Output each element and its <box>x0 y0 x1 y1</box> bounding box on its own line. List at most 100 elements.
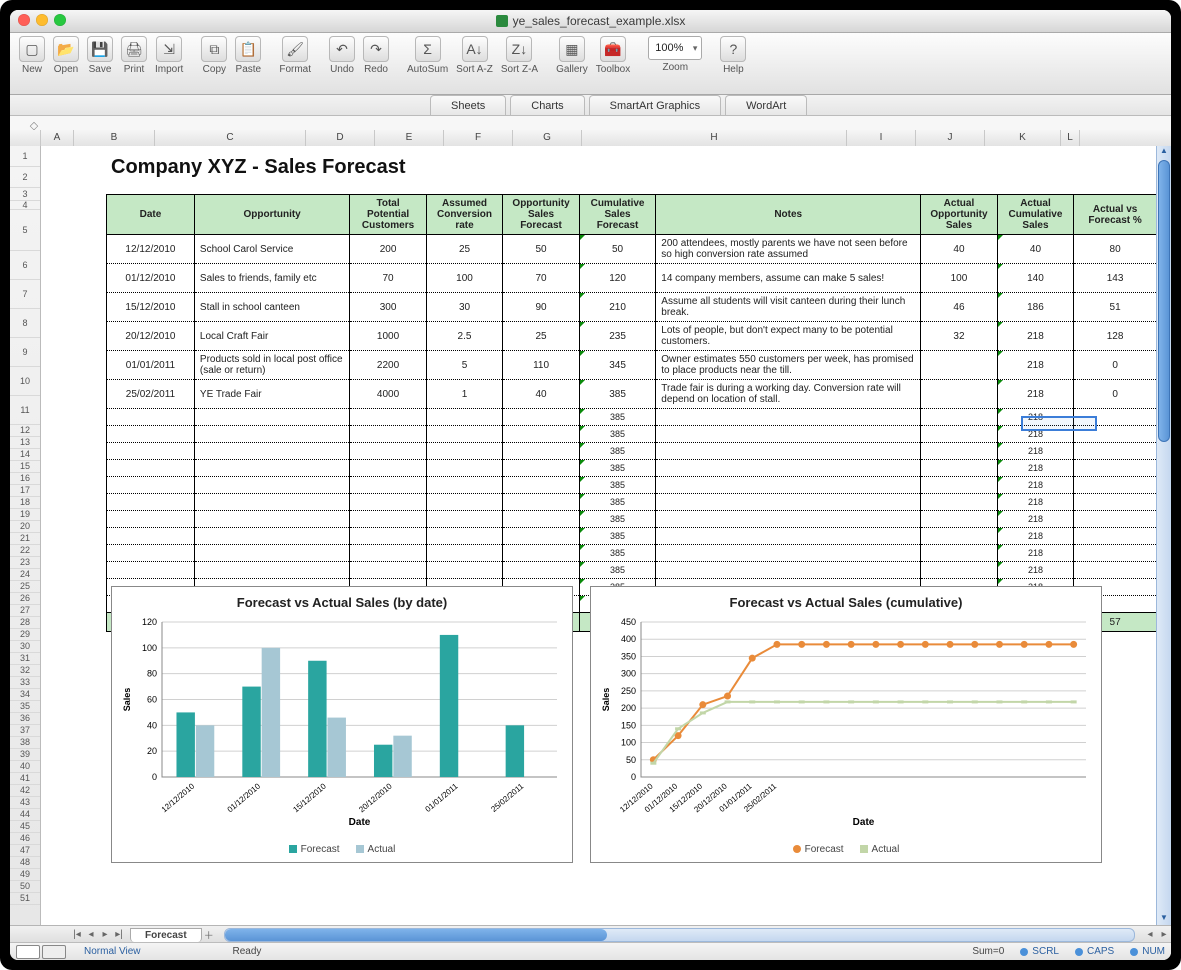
table-cell[interactable] <box>426 545 503 562</box>
open-button[interactable]: 📂 <box>53 36 79 62</box>
add-sheet-icon[interactable]: ＋ <box>202 927 216 942</box>
table-cell[interactable]: 50 <box>579 235 655 264</box>
table-cell[interactable] <box>426 494 503 511</box>
row-header[interactable]: 39 <box>10 749 40 761</box>
format-button[interactable]: 🖌 <box>282 36 308 62</box>
close-icon[interactable] <box>18 14 30 26</box>
col-header-H[interactable]: H <box>582 130 847 146</box>
table-cell[interactable] <box>107 528 195 545</box>
table-cell[interactable]: 40 <box>503 380 580 409</box>
row-header[interactable]: 32 <box>10 665 40 677</box>
table-cell[interactable]: School Carol Service <box>194 235 349 264</box>
table-cell[interactable]: 210 <box>579 293 655 322</box>
table-header[interactable]: Assumed Conversion rate <box>426 195 503 235</box>
table-cell[interactable] <box>107 511 195 528</box>
table-cell[interactable]: 218 <box>997 409 1073 426</box>
table-cell[interactable]: 385 <box>579 380 655 409</box>
row-header[interactable]: 38 <box>10 737 40 749</box>
paste-button[interactable]: 📋 <box>235 36 261 62</box>
row-header[interactable]: 49 <box>10 869 40 881</box>
table-cell[interactable] <box>194 494 349 511</box>
table-cell[interactable]: 218 <box>997 443 1073 460</box>
table-cell[interactable]: 128 <box>1074 322 1157 351</box>
table-cell[interactable] <box>107 545 195 562</box>
vertical-scroll-thumb[interactable] <box>1158 160 1170 442</box>
table-cell[interactable]: 218 <box>997 380 1073 409</box>
col-header-J[interactable]: J <box>916 130 985 146</box>
table-cell[interactable]: 385 <box>579 443 655 460</box>
row-header[interactable]: 23 <box>10 557 40 569</box>
row-header[interactable]: 26 <box>10 593 40 605</box>
row-header[interactable]: 45 <box>10 821 40 833</box>
row-header[interactable]: 7 <box>10 280 40 309</box>
table-cell[interactable]: 218 <box>997 322 1073 351</box>
table-cell[interactable] <box>921 351 998 380</box>
table-cell[interactable] <box>656 511 921 528</box>
table-cell[interactable]: 0 <box>1074 380 1157 409</box>
table-cell[interactable] <box>350 409 426 426</box>
row-header[interactable]: 27 <box>10 605 40 617</box>
row-header[interactable]: 48 <box>10 857 40 869</box>
scroll-right-icon[interactable]: ▸ <box>1157 929 1171 940</box>
row-header[interactable]: 6 <box>10 251 40 280</box>
table-cell[interactable]: Products sold in local post office (sale… <box>194 351 349 380</box>
row-header[interactable]: 42 <box>10 785 40 797</box>
table-cell[interactable]: 40 <box>997 235 1073 264</box>
table-cell[interactable] <box>656 426 921 443</box>
table-cell[interactable]: Trade fair is during a working day. Conv… <box>656 380 921 409</box>
table-cell[interactable]: 300 <box>350 293 426 322</box>
table-cell[interactable] <box>426 409 503 426</box>
table-cell[interactable]: 12/12/2010 <box>107 235 195 264</box>
redo-button[interactable]: ↷ <box>363 36 389 62</box>
row-header[interactable]: 28 <box>10 617 40 629</box>
table-cell[interactable]: 70 <box>503 264 580 293</box>
table-cell[interactable] <box>656 409 921 426</box>
autosum-button[interactable]: Σ <box>415 36 441 62</box>
table-cell[interactable]: 1 <box>426 380 503 409</box>
col-header-D[interactable]: D <box>306 130 375 146</box>
column-headers[interactable]: ABCDEFGHIJKL <box>10 130 1171 147</box>
table-header[interactable]: Notes <box>656 195 921 235</box>
row-header[interactable]: 51 <box>10 893 40 905</box>
table-cell[interactable]: 20/12/2010 <box>107 322 195 351</box>
table-cell[interactable] <box>194 426 349 443</box>
table-cell[interactable]: Lots of people, but don't expect many to… <box>656 322 921 351</box>
titlebar[interactable]: ye_sales_forecast_example.xlsx <box>10 10 1171 33</box>
col-header-K[interactable]: K <box>985 130 1061 146</box>
table-cell[interactable] <box>503 426 580 443</box>
table-cell[interactable]: 218 <box>997 562 1073 579</box>
table-cell[interactable] <box>194 528 349 545</box>
minimize-icon[interactable] <box>36 14 48 26</box>
table-cell[interactable] <box>426 443 503 460</box>
table-cell[interactable] <box>350 545 426 562</box>
table-cell[interactable]: Owner estimates 550 customers per week, … <box>656 351 921 380</box>
table-cell[interactable]: 30 <box>426 293 503 322</box>
table-cell[interactable] <box>194 545 349 562</box>
row-header[interactable]: 11 <box>10 396 40 425</box>
table-cell[interactable]: 01/12/2010 <box>107 264 195 293</box>
table-cell[interactable] <box>107 562 195 579</box>
sheet-tab-forecast[interactable]: Forecast <box>130 928 202 942</box>
table-cell[interactable]: 385 <box>579 409 655 426</box>
table-cell[interactable] <box>503 443 580 460</box>
table-cell[interactable]: 385 <box>579 460 655 477</box>
ribbon-tab-smartart-graphics[interactable]: SmartArt Graphics <box>589 95 721 115</box>
table-cell[interactable]: 5 <box>426 351 503 380</box>
row-header[interactable]: 13 <box>10 437 40 449</box>
table-cell[interactable]: 51 <box>1074 293 1157 322</box>
print-button[interactable]: 🖨 <box>121 36 147 62</box>
table-cell[interactable]: 200 attendees, mostly parents we have no… <box>656 235 921 264</box>
table-cell[interactable]: 70 <box>350 264 426 293</box>
row-header[interactable]: 17 <box>10 485 40 497</box>
row-header[interactable]: 50 <box>10 881 40 893</box>
table-cell[interactable] <box>503 477 580 494</box>
view-normal-icon[interactable] <box>16 945 40 959</box>
prev-sheet-icon[interactable]: ◂ <box>84 929 98 940</box>
table-cell[interactable] <box>656 528 921 545</box>
table-cell[interactable] <box>1074 426 1157 443</box>
table-cell[interactable]: 0 <box>1074 351 1157 380</box>
row-header[interactable]: 34 <box>10 689 40 701</box>
help-button[interactable]: ? <box>720 36 746 62</box>
row-header[interactable]: 44 <box>10 809 40 821</box>
table-cell[interactable]: 46 <box>921 293 998 322</box>
